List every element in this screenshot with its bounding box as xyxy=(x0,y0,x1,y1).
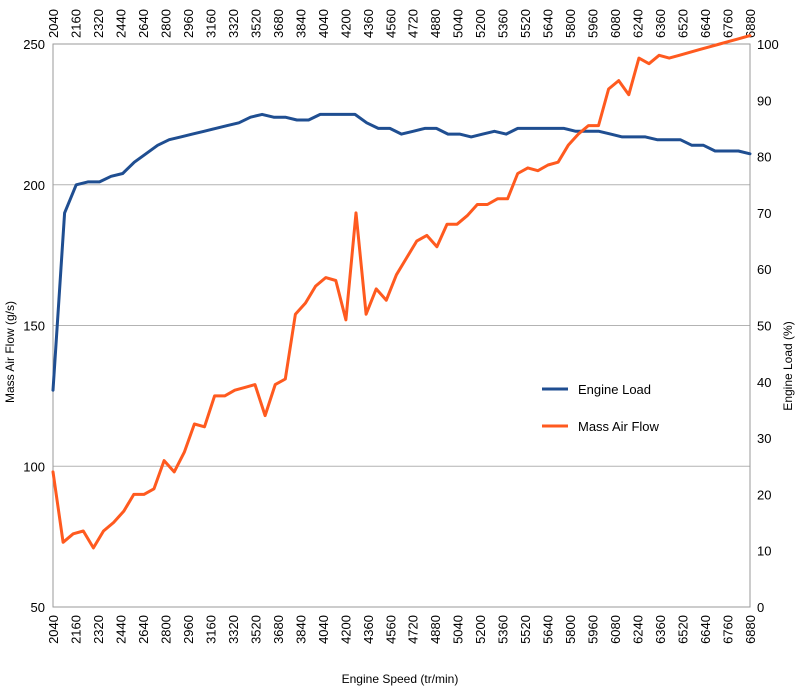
x-bottom-tick-20: 5360 xyxy=(496,615,511,644)
x-top-tick-13: 4200 xyxy=(338,9,353,38)
x-top-tick-14: 4360 xyxy=(361,9,376,38)
y-right-tick-0: 0 xyxy=(757,600,764,615)
x-top-tick-2: 2320 xyxy=(91,9,106,38)
x-top-tick-28: 6520 xyxy=(676,9,691,38)
x-bottom-tick-19: 5200 xyxy=(473,615,488,644)
x-bottom-tick-26: 6240 xyxy=(631,615,646,644)
x-top-tick-30: 6760 xyxy=(721,9,736,38)
y-left-tick-0: 50 xyxy=(31,600,45,615)
x-bottom-tick-29: 6640 xyxy=(698,615,713,644)
y-right-tick-10: 100 xyxy=(757,37,779,52)
x-bottom-tick-25: 6080 xyxy=(608,615,623,644)
x-bottom-tick-11: 3840 xyxy=(293,615,308,644)
x-top-tick-19: 5200 xyxy=(473,9,488,38)
x-axis-title: Engine Speed (tr/min) xyxy=(342,672,459,686)
legend-label-mass-air-flow: Mass Air Flow xyxy=(578,419,660,434)
x-bottom-tick-8: 3320 xyxy=(226,615,241,644)
x-bottom-tick-7: 3160 xyxy=(203,615,218,644)
x-bottom-tick-9: 3520 xyxy=(248,615,263,644)
x-top-tick-31: 6880 xyxy=(743,9,758,38)
x-bottom-tick-13: 4200 xyxy=(338,615,353,644)
x-top-tick-21: 5520 xyxy=(518,9,533,38)
y-right-tick-7: 70 xyxy=(757,206,771,221)
x-bottom-tick-6: 2960 xyxy=(181,615,196,644)
x-top-tick-11: 3840 xyxy=(293,9,308,38)
x-top-tick-8: 3320 xyxy=(226,9,241,38)
x-top-tick-0: 2040 xyxy=(46,9,61,38)
x-bottom-tick-0: 2040 xyxy=(46,615,61,644)
x-bottom-tick-12: 4040 xyxy=(316,615,331,644)
x-top-tick-10: 3680 xyxy=(271,9,286,38)
y-right-tick-5: 50 xyxy=(757,319,771,334)
x-top-tick-5: 2800 xyxy=(158,9,173,38)
gridlines xyxy=(53,43,750,608)
x-top-tick-1: 2160 xyxy=(68,9,83,38)
y-right-tick-6: 60 xyxy=(757,262,771,277)
x-axis-bottom-tick-labels: 2040 2160 2320 2440 2640 2800 2960 3160 3320 3520… xyxy=(46,615,758,644)
x-top-tick-18: 5040 xyxy=(451,9,466,38)
x-bottom-tick-14: 4360 xyxy=(361,615,376,644)
y-right-tick-8: 80 xyxy=(757,150,771,165)
x-bottom-tick-21: 5520 xyxy=(518,615,533,644)
x-bottom-tick-30: 6760 xyxy=(721,615,736,644)
x-bottom-tick-23: 5800 xyxy=(563,615,578,644)
x-bottom-tick-24: 5960 xyxy=(586,615,601,644)
legend: Engine Load Mass Air Flow xyxy=(542,382,660,434)
x-top-tick-23: 5800 xyxy=(563,9,578,38)
x-bottom-tick-22: 5640 xyxy=(541,615,556,644)
x-bottom-tick-31: 6880 xyxy=(743,615,758,644)
x-top-tick-6: 2960 xyxy=(181,9,196,38)
x-top-tick-17: 4880 xyxy=(428,9,443,38)
plot-area-border xyxy=(52,43,751,608)
y-left-tick-1: 100 xyxy=(23,459,45,474)
y-axis-right-title: Engine Load (%) xyxy=(781,321,795,410)
y-right-tick-9: 90 xyxy=(757,93,771,108)
y-axis-left-tick-labels: 50 100 150 200 250 xyxy=(23,37,45,615)
x-bottom-tick-3: 2440 xyxy=(113,615,128,644)
y-axis-left-title: Mass Air Flow (g/s) xyxy=(3,301,17,403)
legend-label-engine-load: Engine Load xyxy=(578,382,651,397)
y-left-tick-2: 150 xyxy=(23,319,45,334)
x-bottom-tick-16: 4720 xyxy=(406,615,421,644)
y-right-tick-3: 30 xyxy=(757,431,771,446)
x-top-tick-20: 5360 xyxy=(496,9,511,38)
x-bottom-tick-18: 5040 xyxy=(451,615,466,644)
y-axis-right-tick-labels: 0 10 20 30 40 50 60 70 80 90 100 xyxy=(757,37,779,615)
x-bottom-tick-5: 2800 xyxy=(158,615,173,644)
x-top-tick-29: 6640 xyxy=(698,9,713,38)
x-top-tick-9: 3520 xyxy=(248,9,263,38)
y-right-tick-2: 20 xyxy=(757,487,771,502)
series-line-mass-air-flow xyxy=(51,34,752,550)
x-top-tick-3: 2440 xyxy=(113,9,128,38)
x-top-tick-26: 6240 xyxy=(631,9,646,38)
x-top-tick-25: 6080 xyxy=(608,9,623,38)
x-bottom-tick-17: 4880 xyxy=(428,615,443,644)
series-lines xyxy=(51,34,752,550)
x-top-tick-24: 5960 xyxy=(586,9,601,38)
y-left-tick-4: 250 xyxy=(23,37,45,52)
x-top-tick-4: 2640 xyxy=(136,9,151,38)
x-bottom-tick-1: 2160 xyxy=(68,615,83,644)
x-bottom-tick-10: 3680 xyxy=(271,615,286,644)
series-line-engine-load xyxy=(51,112,752,392)
x-top-tick-22: 5640 xyxy=(541,9,556,38)
x-bottom-tick-28: 6520 xyxy=(676,615,691,644)
x-top-tick-12: 4040 xyxy=(316,9,331,38)
x-axis-top-tick-labels: 2040 2160 2320 2440 2640 2800 2960 3160 3320 3520… xyxy=(46,9,758,38)
x-bottom-tick-2: 2320 xyxy=(91,615,106,644)
x-top-tick-15: 4560 xyxy=(383,9,398,38)
y-left-tick-3: 200 xyxy=(23,178,45,193)
x-top-tick-16: 4720 xyxy=(406,9,421,38)
x-top-tick-27: 6360 xyxy=(653,9,668,38)
y-right-tick-1: 10 xyxy=(757,544,771,559)
x-top-tick-7: 3160 xyxy=(203,9,218,38)
x-bottom-tick-4: 2640 xyxy=(136,615,151,644)
x-bottom-tick-27: 6360 xyxy=(653,615,668,644)
x-bottom-tick-15: 4560 xyxy=(383,615,398,644)
y-right-tick-4: 40 xyxy=(757,375,771,390)
